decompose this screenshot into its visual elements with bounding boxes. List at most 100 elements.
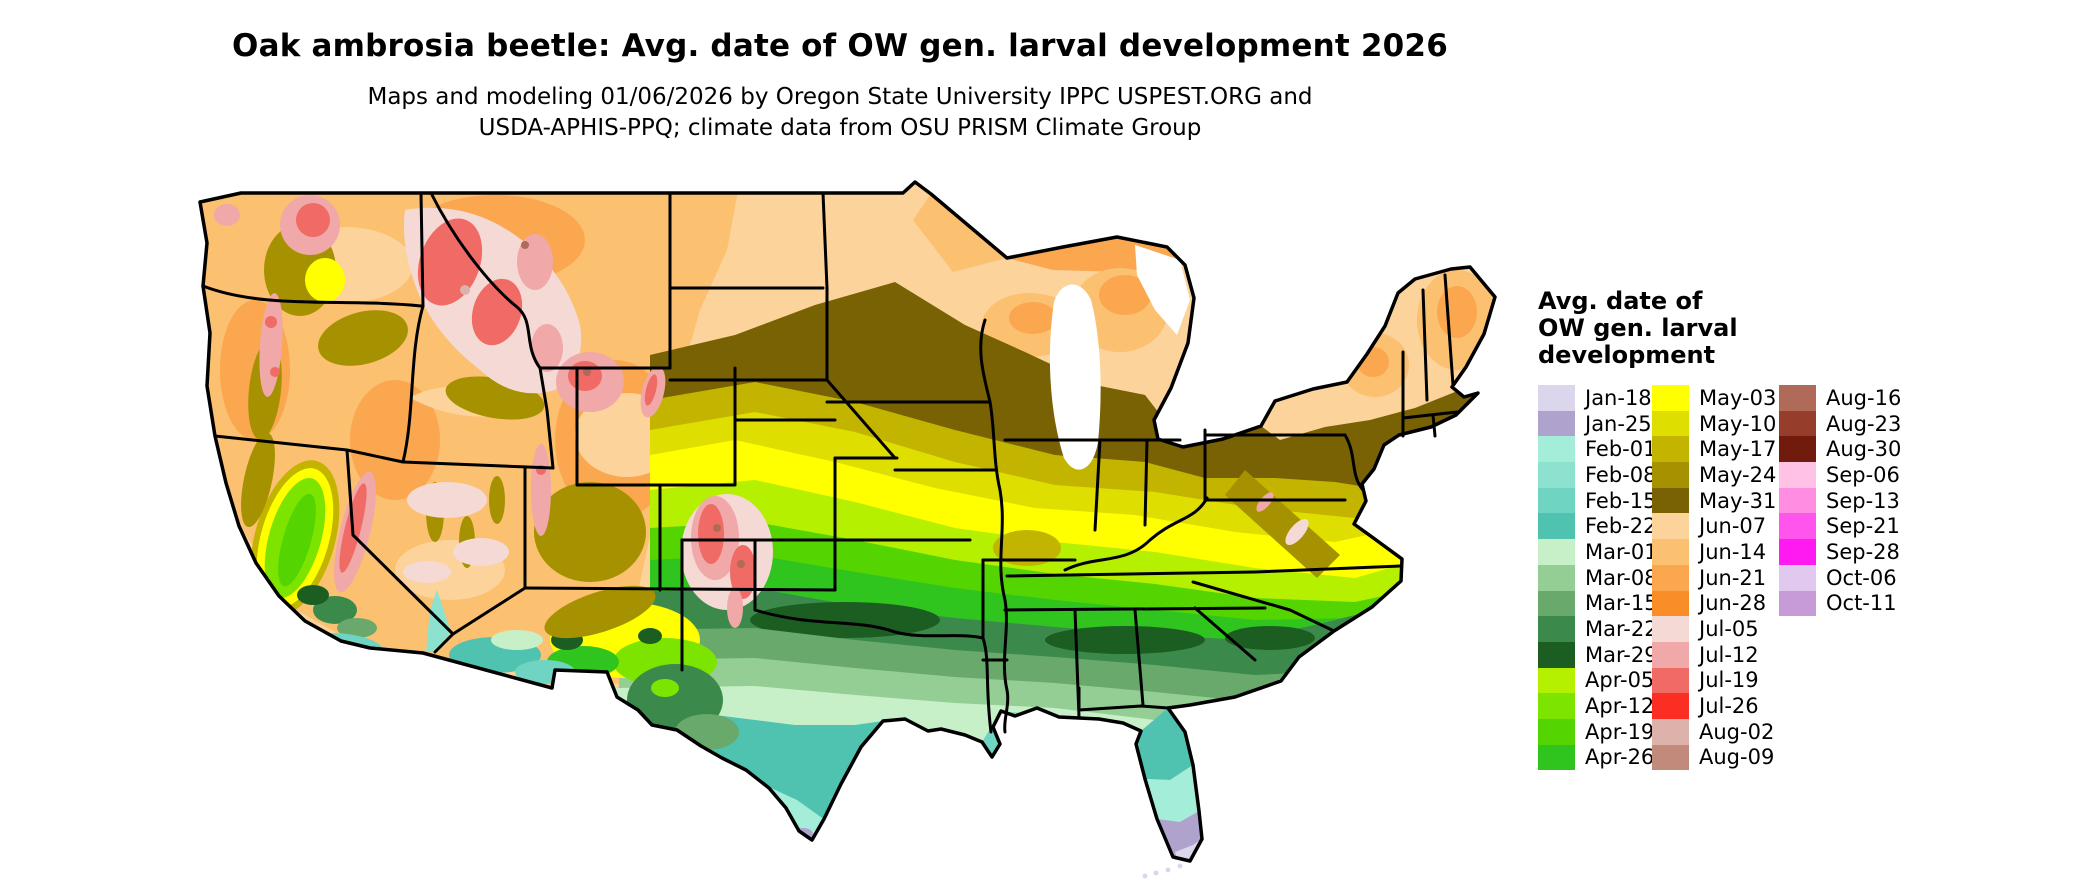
- legend-swatch: [1779, 513, 1816, 540]
- legend-label: Mar-29: [1585, 642, 1658, 667]
- map-region: [730, 545, 756, 599]
- florida-keys: [1142, 863, 1183, 879]
- map-region: [1175, 839, 1202, 861]
- legend-label: Sep-13: [1826, 488, 1900, 513]
- map-region: [297, 585, 329, 605]
- legend-entry: May-31: [1652, 487, 1779, 514]
- legend-entry: Mar-08: [1538, 564, 1658, 591]
- map-region: [403, 561, 451, 583]
- legend-label: Jun-14: [1699, 539, 1767, 564]
- legend-entry: Jul-05: [1652, 616, 1779, 642]
- legend-label: May-24: [1699, 462, 1777, 487]
- legend-entry: Jan-25: [1538, 410, 1652, 437]
- legend-swatch: [1538, 693, 1575, 719]
- map-region: [460, 285, 470, 295]
- map-region: [638, 628, 662, 644]
- legend-swatch: [1779, 436, 1816, 463]
- legend-entry: Jun-14: [1652, 539, 1779, 565]
- legend-entry: Mar-29: [1538, 641, 1658, 668]
- map-region: [214, 204, 240, 226]
- legend-entry: Jul-26: [1652, 693, 1779, 719]
- map-region: [407, 482, 487, 518]
- legend-entry: Jun-28: [1652, 590, 1779, 617]
- legend-swatch: [1538, 744, 1575, 771]
- legend: Avg. date of OW gen. larval development …: [1538, 287, 2098, 771]
- map-region: [913, 195, 1007, 272]
- legend-swatch: [1779, 385, 1816, 411]
- legend-label: Aug-30: [1826, 437, 1902, 462]
- legend-label: Aug-02: [1699, 719, 1775, 744]
- map-region: [453, 538, 509, 566]
- legend-entry: Jul-19: [1652, 667, 1779, 694]
- map-region: [350, 380, 440, 500]
- legend-swatch: [1652, 744, 1689, 771]
- legend-column-1: Jan-18 Jan-25 Feb-01 Feb-08 Feb-15 Feb-22 Mar-…: [1538, 385, 1658, 771]
- subtitle-line-2: USDA-APHIS-PPQ; climate data from OSU PR…: [478, 115, 1202, 141]
- map-region: [521, 241, 529, 249]
- legend-label: Jun-07: [1699, 514, 1767, 539]
- legend-label: Mar-01: [1585, 539, 1658, 564]
- map-region: [1045, 626, 1205, 654]
- legend-label: Mar-22: [1585, 617, 1658, 642]
- legend-swatch: [1652, 564, 1689, 591]
- legend-entry: Mar-15: [1538, 590, 1658, 617]
- legend-label: Oct-06: [1826, 565, 1897, 590]
- map-region: [727, 588, 743, 628]
- legend-entry: Aug-09: [1652, 744, 1779, 771]
- map-region: [583, 368, 591, 376]
- legend-swatch: [1779, 590, 1816, 617]
- legend-entry: Oct-06: [1779, 564, 1903, 591]
- legend-label: Apr-26: [1585, 745, 1655, 770]
- legend-label: Jul-12: [1699, 642, 1759, 667]
- legend-swatch: [1779, 462, 1816, 488]
- legend-entry: May-03: [1652, 385, 1779, 411]
- map-region: [417, 218, 483, 306]
- map-region: [698, 504, 724, 564]
- legend-swatch: [1538, 590, 1575, 617]
- legend-label: Apr-12: [1585, 694, 1655, 719]
- legend-swatch: [1538, 513, 1575, 540]
- legend-column-2: May-03 May-10 May-17 May-24 May-31 Jun-07 Jun-…: [1652, 385, 1779, 771]
- legend-entry: Apr-05: [1538, 667, 1655, 694]
- map-region: [675, 714, 739, 750]
- map-region: [278, 493, 316, 587]
- legend-swatch: [1538, 436, 1575, 463]
- legend-entry: Aug-23: [1779, 410, 1903, 437]
- legend-entry: Apr-26: [1538, 744, 1655, 771]
- legend-swatch: [1779, 539, 1816, 565]
- map-region: [737, 560, 745, 568]
- map-region: [644, 374, 658, 406]
- map-region: [1256, 492, 1274, 512]
- map-region: [318, 310, 408, 366]
- map-region: [265, 316, 277, 328]
- map-region: [270, 367, 280, 377]
- legend-label: Jun-28: [1699, 591, 1767, 616]
- legend-column-3: Aug-16 Aug-23 Aug-30 Sep-06 Sep-13 Sep-21 Sep-…: [1779, 385, 1903, 617]
- map-region: [713, 524, 721, 532]
- legend-swatch: [1652, 436, 1689, 463]
- legend-title: Avg. date of OW gen. larval development: [1538, 287, 1738, 369]
- map-region: [531, 444, 551, 536]
- legend-entry: Oct-11: [1779, 590, 1903, 617]
- legend-entry: Jun-21: [1652, 564, 1779, 591]
- legend-entry: Sep-21: [1779, 513, 1903, 540]
- map-region: [1009, 302, 1057, 334]
- legend-label: Jan-18: [1585, 385, 1652, 410]
- legend-label: Mar-15: [1585, 591, 1658, 616]
- legend-label: Apr-05: [1585, 668, 1655, 693]
- legend-swatch: [1538, 462, 1575, 488]
- conus-outline: [198, 180, 1497, 863]
- map-region: [993, 530, 1061, 566]
- legend-swatch: [1652, 539, 1689, 565]
- legend-swatch: [1538, 718, 1575, 745]
- legend-entry: May-17: [1652, 436, 1779, 463]
- legend-swatch: [1779, 564, 1816, 591]
- legend-swatch: [1652, 667, 1689, 694]
- legend-entry: Jul-12: [1652, 641, 1779, 668]
- legend-swatch: [1538, 564, 1575, 591]
- legend-label: May-17: [1699, 437, 1777, 462]
- legend-entry: Sep-28: [1779, 539, 1903, 565]
- legend-entry: May-10: [1652, 410, 1779, 437]
- legend-label: Aug-09: [1699, 745, 1775, 770]
- legend-entry: Apr-19: [1538, 718, 1654, 745]
